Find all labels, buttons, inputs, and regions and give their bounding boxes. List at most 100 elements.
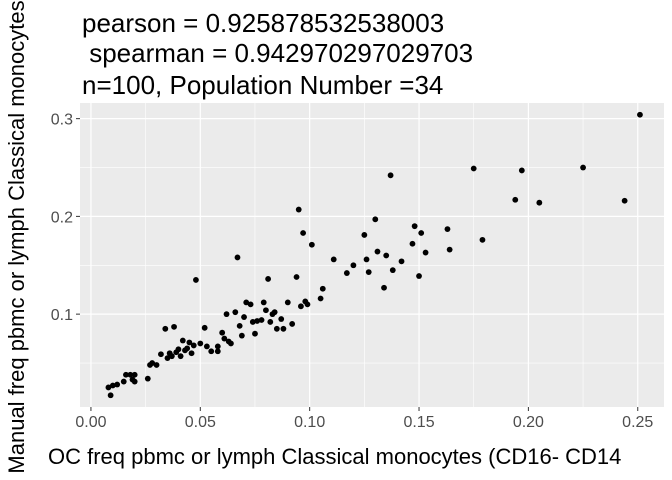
y-axis-title: Manual freq pbmc or lymph Classical mono… [4, 0, 29, 473]
data-point [361, 232, 368, 238]
data-point [350, 262, 357, 269]
data-point [162, 325, 169, 332]
data-point [365, 269, 372, 276]
y-tick-label: 0.2 [51, 209, 73, 226]
data-point [190, 342, 197, 349]
data-point [208, 348, 215, 355]
plot-panel [80, 103, 664, 407]
data-point [249, 319, 256, 325]
data-point [267, 319, 274, 325]
grid-major [80, 103, 664, 407]
x-tick-label: 0.25 [622, 414, 653, 431]
data-point [446, 246, 453, 253]
data-point [175, 346, 182, 353]
x-axis-title: OC freq pbmc or lymph Classical monocyte… [48, 444, 621, 469]
data-point [214, 343, 221, 350]
data-point [203, 343, 210, 350]
chart-title-line-1: pearson = 0.925878532538003 [82, 8, 444, 38]
data-point [158, 351, 164, 358]
data-point [168, 353, 175, 360]
data-point [238, 332, 245, 339]
y-axis-ticks: 0.1 0.2 0.3 [51, 112, 80, 324]
data-point [149, 360, 156, 366]
data-point [289, 321, 296, 327]
chart-title-line-3: n=100, Population Number =34 [82, 70, 443, 100]
data-point [343, 270, 350, 276]
data-point [444, 226, 451, 232]
x-tick-label: 0.10 [294, 414, 325, 431]
x-tick-label: 0.20 [513, 414, 544, 431]
x-tick-label: 0.15 [403, 414, 434, 431]
data-point [284, 299, 291, 306]
data-point [308, 241, 315, 248]
data-point [512, 196, 519, 203]
data-point [580, 164, 586, 171]
x-tick-label: 0.05 [185, 414, 216, 431]
x-tick-label: 0.00 [75, 414, 106, 431]
data-point [228, 340, 234, 347]
data-point [293, 274, 300, 280]
data-point [398, 258, 405, 265]
data-point [330, 256, 337, 263]
data-point [144, 375, 151, 382]
data-point [263, 307, 269, 314]
data-point [219, 329, 226, 336]
data-point [271, 309, 278, 316]
data-point [265, 276, 272, 282]
data-point [109, 382, 116, 389]
data-point [241, 314, 247, 320]
data-point [164, 355, 171, 362]
data-point [470, 165, 477, 172]
data-point [188, 350, 195, 357]
data-point [254, 318, 261, 324]
data-point [416, 273, 422, 279]
data-point [197, 340, 204, 347]
data-point [107, 392, 114, 399]
data-point [171, 323, 177, 330]
y-tick-label: 0.1 [51, 307, 73, 324]
data-point [120, 378, 127, 385]
data-point [317, 295, 324, 302]
data-point [304, 301, 311, 308]
data-point [298, 303, 304, 310]
data-point [186, 339, 193, 346]
data-points [105, 111, 643, 399]
data-point [184, 345, 191, 352]
data-point [236, 322, 243, 329]
chart-title-line-2: spearman = 0.942970297029703 [82, 38, 473, 68]
data-point [300, 230, 307, 236]
data-point [637, 111, 643, 118]
data-point [383, 252, 390, 259]
data-point [177, 353, 184, 360]
data-point [260, 299, 267, 306]
data-point [536, 199, 543, 206]
data-point [221, 335, 228, 342]
data-point [518, 167, 525, 174]
data-point [280, 325, 287, 332]
data-point [387, 172, 394, 179]
data-point [214, 348, 221, 355]
data-point [201, 324, 208, 331]
data-point [252, 330, 258, 337]
data-point [319, 285, 326, 292]
data-point [127, 371, 134, 378]
data-point [131, 378, 138, 385]
data-point [258, 317, 265, 323]
data-point [389, 267, 396, 274]
data-point [223, 311, 230, 318]
data-point [193, 277, 199, 283]
data-point [381, 284, 387, 291]
data-point [418, 230, 425, 236]
x-axis-ticks: 0.00 0.05 0.10 0.15 0.20 0.25 [75, 407, 653, 431]
data-point [232, 309, 239, 316]
data-point [409, 240, 416, 247]
data-point [105, 384, 112, 391]
data-point [123, 371, 129, 378]
data-point [234, 254, 241, 261]
data-point [372, 216, 379, 223]
data-point [243, 299, 250, 306]
data-point [411, 223, 418, 230]
data-point [247, 301, 254, 308]
grid-minor [80, 103, 664, 407]
